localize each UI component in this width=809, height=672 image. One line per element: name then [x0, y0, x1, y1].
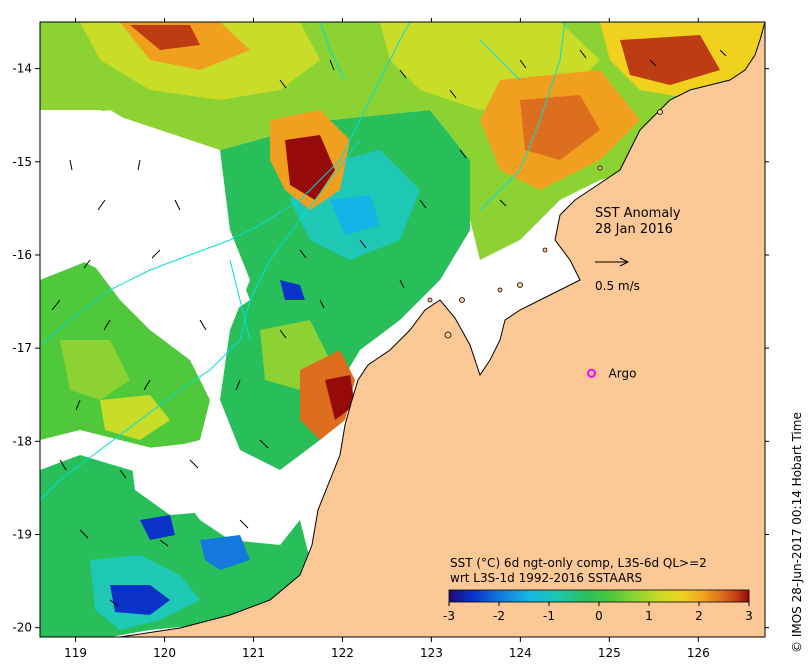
lat-tick-label: -16	[12, 248, 32, 262]
lat-tick-label: -18	[12, 434, 32, 448]
lon-axis-ticks: 119 120 121 122 123 124 125 126	[64, 18, 710, 660]
colorbar-tick-label: 3	[745, 609, 753, 623]
current-vectors	[51, 49, 727, 607]
lon-tick-label: 125	[598, 646, 621, 660]
argo-label: Argo	[609, 366, 637, 380]
current-scale-label: 0.5 m/s	[595, 279, 640, 293]
lat-tick-label: -19	[12, 528, 32, 542]
map-title-line2: 28 Jan 2016	[595, 222, 673, 237]
lon-tick-label: 124	[509, 646, 532, 660]
current-scale-arrow	[595, 257, 630, 267]
lon-tick-label: 121	[242, 646, 265, 660]
colorbar-tick-label: 1	[645, 609, 653, 623]
colorbar-tick-label: -1	[543, 609, 555, 623]
lon-tick-label: 122	[331, 646, 354, 660]
lat-tick-label: -17	[12, 341, 32, 355]
lat-tick-label: -14	[12, 62, 32, 76]
lon-tick-label: 123	[420, 646, 443, 660]
sst-anomaly-field	[40, 22, 765, 637]
lon-tick-label: 126	[687, 646, 710, 660]
lon-tick-label: 120	[153, 646, 176, 660]
credit-vertical: © IMOS 28-Jun-2017 00:14 Hobart Time	[790, 412, 804, 653]
depth-contours	[40, 22, 566, 501]
islands	[427, 109, 663, 339]
legend-line1: SST (°C) 6d ngt-only comp, L3S-6d QL>=2	[450, 556, 707, 570]
argo-float-marker	[587, 368, 597, 378]
colorbar-tick-label: -2	[493, 609, 505, 623]
lat-tick-label: -15	[12, 155, 32, 169]
map-title-line1: SST Anomaly	[595, 206, 681, 221]
plot-area	[40, 22, 765, 637]
colorbar-ticks: -3 -2 -1 0 1 2 3	[443, 602, 753, 623]
lat-axis-ticks: -14-15-16-17-18-19-20	[12, 62, 769, 635]
colorbar	[448, 589, 750, 603]
legend-line2: wrt L3S-1d 1992-2016 SSTAARS	[450, 571, 642, 585]
colorbar-tick-label: 0	[595, 609, 603, 623]
colorbar-tick-label: -3	[443, 609, 455, 623]
plot-frame	[39, 21, 766, 638]
lat-tick-label: -20	[12, 621, 32, 635]
credit-text: © IMOS 28-Jun-2017 00:14 Hobart Time	[790, 412, 804, 653]
colorbar-tick-label: 2	[695, 609, 703, 623]
lon-tick-label: 119	[64, 646, 87, 660]
